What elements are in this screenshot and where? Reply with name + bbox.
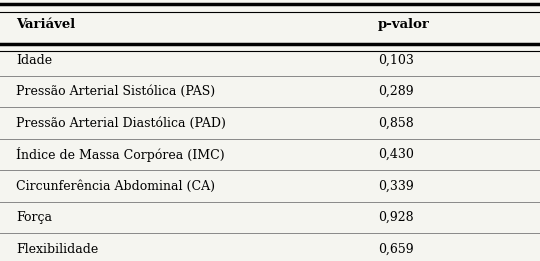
Text: 0,339: 0,339 xyxy=(378,180,414,193)
Text: Idade: Idade xyxy=(16,54,52,67)
Text: p-valor: p-valor xyxy=(378,18,430,31)
Text: 0,659: 0,659 xyxy=(378,243,414,256)
Text: Pressão Arterial Sistólica (PAS): Pressão Arterial Sistólica (PAS) xyxy=(16,85,215,98)
Text: 0,430: 0,430 xyxy=(378,148,414,161)
Text: Pressão Arterial Diastólica (PAD): Pressão Arterial Diastólica (PAD) xyxy=(16,117,226,130)
Text: Circunferência Abdominal (CA): Circunferência Abdominal (CA) xyxy=(16,180,215,193)
Text: 0,103: 0,103 xyxy=(378,54,414,67)
Text: Força: Força xyxy=(16,211,52,224)
Text: 0,289: 0,289 xyxy=(378,85,414,98)
Text: Variável: Variável xyxy=(16,18,76,31)
Text: Índice de Massa Corpórea (IMC): Índice de Massa Corpórea (IMC) xyxy=(16,147,225,162)
Text: 0,928: 0,928 xyxy=(378,211,414,224)
Text: Flexibilidade: Flexibilidade xyxy=(16,243,98,256)
Text: 0,858: 0,858 xyxy=(378,117,414,130)
